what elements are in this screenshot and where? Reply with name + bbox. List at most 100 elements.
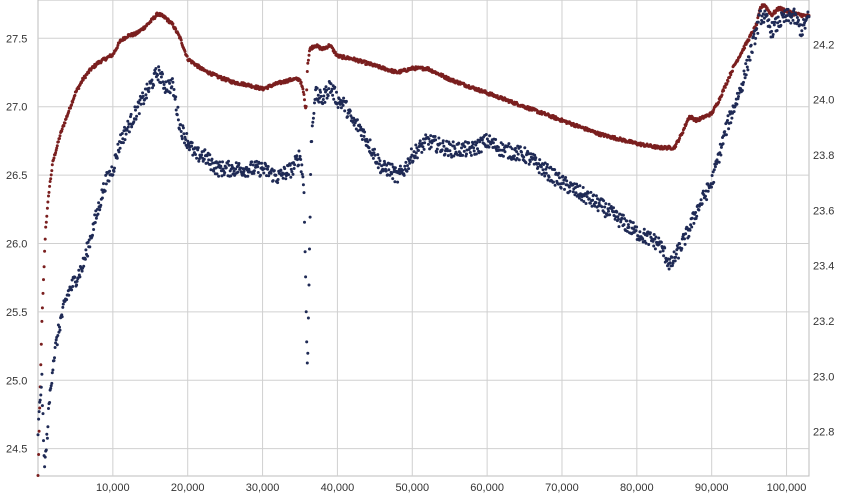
data-point [310, 124, 314, 128]
data-point [404, 160, 408, 164]
data-point [523, 146, 527, 150]
data-point [205, 154, 209, 158]
data-point [765, 13, 769, 17]
data-point [717, 100, 721, 104]
data-point [475, 141, 479, 145]
data-point [735, 102, 739, 106]
data-point [138, 98, 142, 102]
data-point [657, 242, 661, 246]
data-point [104, 173, 108, 177]
data-point [247, 167, 251, 171]
data-point [631, 221, 635, 225]
data-point [722, 89, 726, 93]
data-point [596, 209, 600, 213]
data-point [418, 139, 422, 143]
data-point [592, 193, 596, 197]
data-point [319, 90, 322, 94]
data-point [642, 227, 646, 231]
data-point [80, 269, 84, 273]
data-point [742, 80, 745, 84]
data-point [634, 229, 638, 233]
data-point [58, 134, 62, 138]
data-point [571, 190, 575, 194]
data-point [178, 127, 181, 131]
data-point [667, 267, 671, 271]
data-point [512, 154, 516, 158]
data-point [71, 100, 75, 104]
data-point [384, 169, 388, 173]
data-point [474, 152, 478, 156]
data-point [580, 198, 584, 202]
data-point [212, 169, 216, 173]
data-point [442, 144, 446, 148]
data-point [487, 145, 491, 149]
data-point [163, 86, 167, 90]
data-point [625, 229, 629, 233]
data-point [232, 169, 236, 173]
data-point [414, 151, 418, 155]
data-point [39, 363, 43, 367]
data-point [635, 225, 639, 229]
data-point [42, 439, 45, 443]
right-tick-label: 22.8 [813, 427, 834, 439]
data-point [298, 154, 302, 158]
data-point [46, 200, 50, 204]
x-tick-label: 40,000 [321, 482, 355, 494]
data-point [287, 173, 291, 177]
data-point [342, 96, 346, 100]
data-point [429, 134, 433, 138]
data-point [174, 95, 178, 99]
data-point [299, 80, 303, 84]
data-point [279, 168, 283, 172]
gridlines [38, 0, 809, 476]
data-point [289, 175, 293, 179]
data-point [307, 283, 311, 287]
data-point [645, 234, 649, 237]
right-tick-label: 24.0 [813, 95, 834, 107]
data-point [297, 149, 301, 153]
data-point [728, 75, 732, 79]
data-point [133, 105, 137, 109]
data-point [36, 433, 40, 437]
right-tick-label: 23.8 [813, 150, 834, 162]
data-point [597, 201, 601, 205]
data-point [680, 247, 684, 250]
data-point [256, 171, 260, 174]
data-point [712, 168, 716, 172]
data-point [157, 68, 161, 72]
data-point [58, 137, 61, 140]
data-point [355, 118, 359, 122]
data-point [47, 194, 50, 198]
data-point [538, 158, 542, 162]
left-tick-label: 26.0 [6, 238, 27, 250]
data-point [308, 247, 311, 251]
data-point [441, 139, 445, 143]
data-point [179, 38, 183, 42]
data-point [310, 140, 314, 143]
data-point [266, 167, 270, 171]
series-2 [36, 7, 811, 469]
data-point [762, 20, 766, 24]
data-point [577, 196, 581, 200]
data-point [403, 164, 407, 168]
data-point [412, 150, 416, 154]
data-point [795, 16, 799, 19]
data-point [800, 33, 804, 37]
data-point [727, 127, 731, 131]
data-point [50, 169, 54, 173]
data-point [49, 386, 53, 390]
data-point [190, 144, 194, 148]
data-point [452, 154, 456, 158]
data-point [371, 156, 375, 160]
data-point [112, 169, 116, 173]
plot-area [37, 0, 810, 477]
data-point [422, 147, 426, 151]
data-point [782, 12, 786, 16]
data-point [186, 139, 190, 143]
data-point [670, 255, 674, 259]
data-point [690, 225, 694, 229]
data-point [755, 27, 759, 31]
data-point [312, 111, 316, 115]
data-point [776, 15, 780, 19]
data-point [724, 133, 728, 137]
